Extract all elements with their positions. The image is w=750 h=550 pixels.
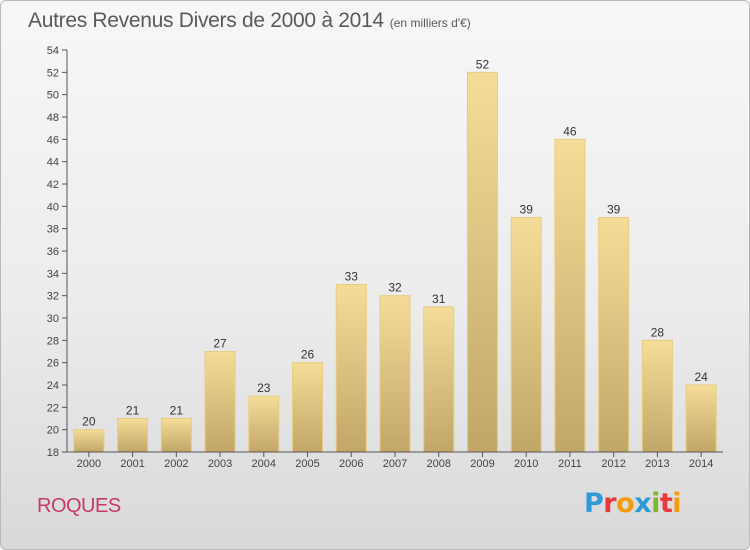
logo-letter: x [634,488,652,519]
data-label: 20 [82,415,96,429]
data-label: 21 [126,404,140,418]
y-tick-label: 24 [47,380,59,392]
logo-letter: r [603,488,617,519]
y-tick-label: 18 [47,447,59,459]
x-tick-label: 2000 [77,458,101,470]
y-tick-label: 36 [47,246,59,258]
y-tick-label: 32 [47,291,59,303]
logo-letter: o [616,488,635,519]
y-tick-label: 48 [47,112,59,124]
data-label: 21 [170,404,184,418]
bar [641,339,673,453]
bar [379,295,411,453]
chart-title: Autres Revenus Divers de 2000 à 2014 (en … [28,9,471,33]
logo-letter: i [651,488,660,519]
bar [248,395,280,453]
bar [160,418,192,453]
bar [685,384,717,453]
bar [423,306,455,453]
x-tick-label: 2001 [120,458,144,470]
x-tick-label: 2004 [252,458,276,470]
data-label: 24 [694,370,708,384]
data-label: 32 [388,281,402,295]
y-tick-label: 46 [47,134,59,146]
bar [117,418,149,453]
y-tick-label: 50 [47,90,59,102]
y-tick-label: 44 [47,157,59,169]
x-tick-label: 2014 [689,458,713,470]
x-tick-label: 2003 [208,458,232,470]
x-tick-label: 2008 [426,458,450,470]
data-label: 46 [563,124,577,138]
bar [73,429,105,453]
y-tick-label: 22 [47,402,59,414]
x-tick-label: 2002 [164,458,188,470]
bar [554,138,586,453]
data-label: 26 [301,348,315,362]
y-tick-label: 54 [47,45,59,57]
proxiti-logo: Proxiti [584,488,682,519]
data-label: 39 [607,203,621,217]
unit-note: (en milliers d'€) [389,16,471,30]
bar [335,284,367,453]
y-tick-label: 34 [47,268,59,280]
y-tick-label: 30 [47,313,59,325]
bar [466,71,498,453]
x-tick-label: 2011 [558,458,582,470]
data-label: 33 [345,270,359,284]
data-label: 27 [213,337,227,351]
x-tick-label: 2010 [514,458,538,470]
logo-letter: P [584,488,604,519]
y-tick-label: 26 [47,358,59,370]
data-label: 31 [432,292,446,306]
x-tick-label: 2012 [601,458,625,470]
data-label: 23 [257,381,271,395]
y-tick-label: 28 [47,335,59,347]
x-tick-label: 2006 [339,458,363,470]
chart-title-text: Autres Revenus Divers de 2000 à 2014 [28,9,384,32]
bar [510,217,542,453]
x-tick-label: 2009 [470,458,494,470]
commune-name: ROQUES [37,495,121,517]
bar [598,217,630,453]
x-tick-label: 2005 [295,458,319,470]
y-tick-label: 40 [47,201,59,213]
y-tick-label: 52 [47,67,59,79]
data-label: 39 [520,203,534,217]
logo-letter: t [659,488,673,519]
bar [292,362,324,453]
y-tick-label: 38 [47,224,59,236]
bar [204,351,236,453]
data-label: 28 [651,325,665,339]
y-tick-label: 42 [47,179,59,191]
data-label: 52 [476,57,490,71]
logo-letter: i [672,488,682,519]
x-tick-label: 2013 [645,458,669,470]
y-tick-label: 20 [47,425,59,437]
x-tick-label: 2007 [383,458,407,470]
